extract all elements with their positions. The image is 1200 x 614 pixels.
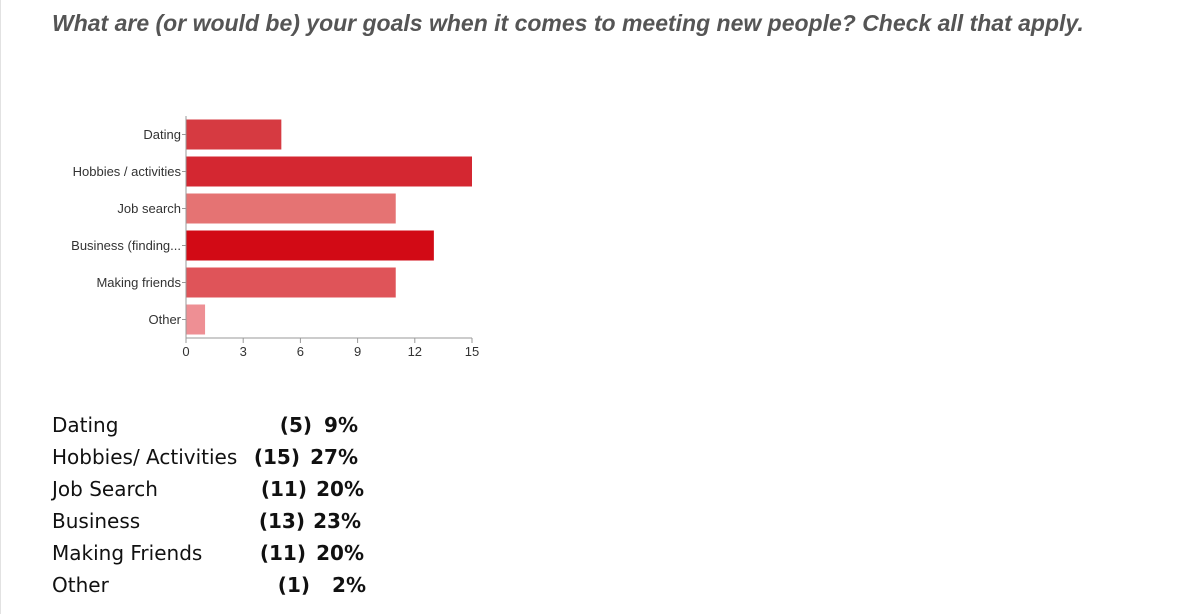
x-tick-label: 15 xyxy=(465,344,479,359)
summary-percent: 23% xyxy=(313,509,361,533)
summary-percent: 20% xyxy=(316,541,364,565)
page-border xyxy=(0,0,1,614)
page-title: What are (or would be) your goals when i… xyxy=(52,10,1084,36)
bar xyxy=(186,156,472,187)
summary-label: Other xyxy=(52,573,109,597)
category-label: Other xyxy=(148,312,181,327)
summary-label: Dating xyxy=(52,413,119,437)
x-tick-label: 3 xyxy=(240,344,247,359)
x-tick-label: 0 xyxy=(182,344,189,359)
summary-label: Business xyxy=(52,509,141,533)
summary-count: (13) xyxy=(258,509,305,533)
category-label: Job search xyxy=(117,201,181,216)
summary-label: Making Friends xyxy=(52,541,203,565)
summary-percent: 27% xyxy=(310,445,358,469)
summary-count: (5) xyxy=(279,413,312,437)
x-tick-label: 6 xyxy=(297,344,304,359)
category-label: Hobbies / activities xyxy=(73,164,182,179)
summary-percent: 2% xyxy=(332,573,366,597)
bar xyxy=(186,267,396,298)
bar xyxy=(186,193,396,224)
bar-chart: Dating Hobbies / activities Job search Busi… xyxy=(71,116,479,359)
summary-count: (1) xyxy=(277,573,310,597)
summary-label: Job Search xyxy=(52,477,158,501)
x-tick-label: 12 xyxy=(408,344,422,359)
summary-percent: 9% xyxy=(324,413,358,437)
summary-count: (11) xyxy=(259,541,306,565)
summary-count: (11) xyxy=(260,477,307,501)
bar xyxy=(186,304,206,335)
summary-label: Hobbies/ Activities xyxy=(52,445,238,469)
category-label: Making friends xyxy=(96,275,181,290)
summary-percent: 20% xyxy=(316,477,364,501)
category-label: Business (finding... xyxy=(71,238,181,253)
bar xyxy=(186,230,434,261)
bar xyxy=(186,119,282,150)
summary-count: (15) xyxy=(253,445,300,469)
x-tick-label: 9 xyxy=(354,344,361,359)
category-label: Dating xyxy=(143,127,181,142)
